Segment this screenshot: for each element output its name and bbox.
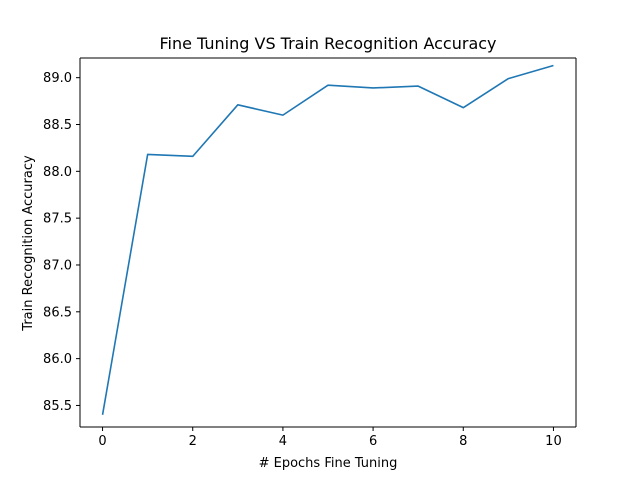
- y-tick-label: 89.0: [43, 71, 72, 86]
- x-tick-label: 10: [545, 434, 562, 449]
- x-axis-ticks: 0 2 4 6 8 10: [98, 427, 562, 449]
- series-line: [101, 64, 554, 415]
- y-tick-label: 86.0: [43, 352, 72, 367]
- x-tick-label: 8: [459, 434, 467, 449]
- x-axis-label: # Epochs Fine Tuning: [259, 456, 398, 471]
- y-tick-label: 86.5: [43, 305, 72, 320]
- y-axis-label: Train Recognition Accuracy: [21, 155, 36, 332]
- y-tick-label: 85.5: [43, 399, 72, 414]
- x-tick-label: 0: [98, 434, 106, 449]
- x-tick-label: 6: [369, 434, 377, 449]
- y-tick-label: 87.0: [43, 258, 72, 273]
- x-tick-label: 4: [279, 434, 287, 449]
- y-axis-ticks: 85.5 86.0 86.5 87.0 87.5 88.0 88.5 89.0: [43, 71, 80, 414]
- chart-title: Fine Tuning VS Train Recognition Accurac…: [159, 34, 496, 53]
- x-tick-label: 2: [189, 434, 197, 449]
- y-tick-label: 88.5: [43, 118, 72, 133]
- y-tick-label: 88.0: [43, 165, 72, 180]
- series-layer: [101, 64, 554, 415]
- plot-area: 0 2 4 6 8 10 85.5 86.0 86.5 87.0 87.5 88.0 88.5 89.0: [43, 57, 577, 449]
- y-tick-label: 87.5: [43, 212, 72, 227]
